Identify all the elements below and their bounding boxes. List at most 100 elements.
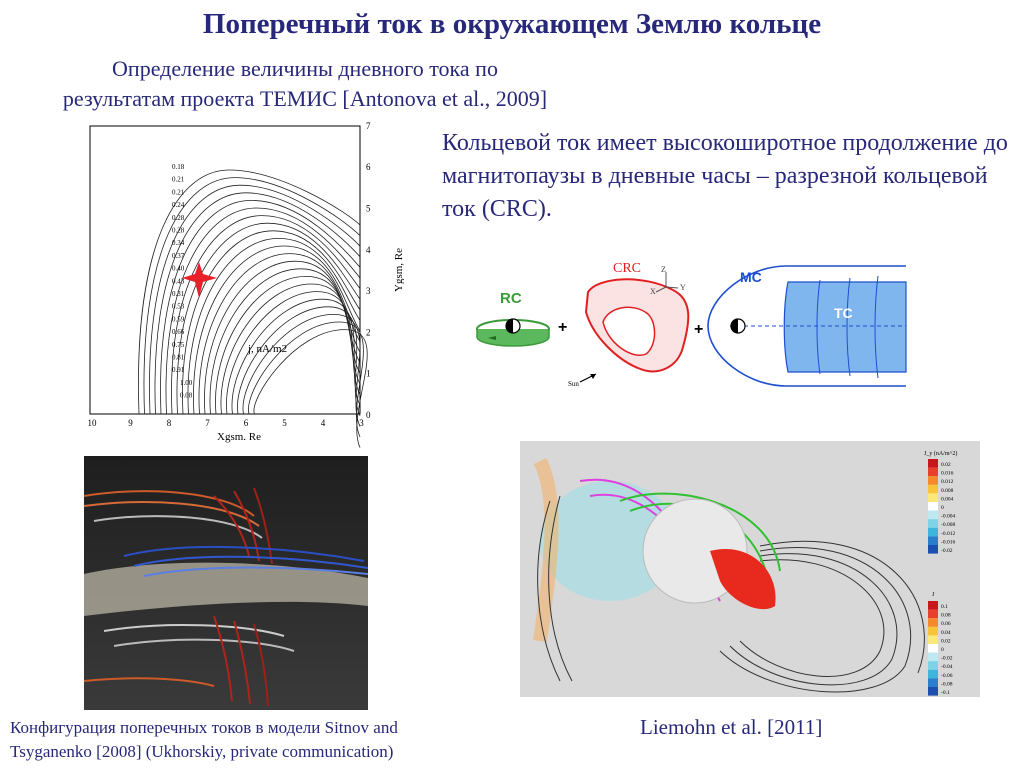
rc-label: RC (500, 290, 522, 307)
contour-line (138, 169, 361, 415)
rc-arrow-icon (488, 336, 496, 340)
contour-value-label: 0.75 (172, 341, 185, 349)
colorbar-bottom-title: J (932, 592, 935, 598)
magnetopause-boundary (707, 265, 906, 387)
x-tick-label: 10 (88, 418, 98, 428)
contour-value-label: 0.53 (172, 303, 185, 311)
subtitle-line-1: Определение величины дневного тока по (112, 56, 498, 81)
contour-value-label: 0.24 (172, 201, 185, 209)
colorbar-swatch (928, 601, 938, 610)
contour-value-label: 0.59 (172, 315, 185, 323)
colorbar-value-label: 0.004 (941, 496, 954, 502)
description-text: Кольцевой ток имеет высокоширотное продо… (442, 130, 1008, 222)
colorbar-value-label: -0.04 (941, 664, 953, 670)
y-tick-label: 6 (366, 162, 371, 172)
contour-lines (138, 169, 368, 448)
caption-right: Liemohn et al. [2011] (640, 715, 823, 739)
contour-value-label: 0.91 (172, 366, 185, 374)
colorbar-value-label: -0.02 (941, 656, 953, 662)
axis-z-label: Z (661, 265, 666, 274)
contour-value-label: 0.28 (172, 214, 185, 222)
earth-night-side-mc (731, 319, 738, 333)
y-tick-label: 2 (366, 327, 371, 337)
contour-value-label: 1.00 (180, 379, 193, 387)
colorbar-swatch (928, 626, 938, 636)
contour-value-label: 0.18 (172, 163, 185, 171)
grey-field-lines (537, 495, 925, 693)
colorbar-value-label: 0.1 (941, 604, 948, 610)
colorbar-swatch (928, 536, 938, 545)
x-tick-label: 7 (205, 418, 210, 428)
colorbar-swatch (928, 510, 938, 520)
colorbar-bottom: J 0.1 0.08 0.06 0.04 0.02 0 -0.02 -0.04 -0.06 -0.… (928, 592, 953, 696)
tc-label: TC (834, 305, 853, 321)
colorbar-value-label: 0.02 (941, 638, 951, 644)
colorbar-value-label: 0.08 (941, 613, 951, 619)
colorbar-value-label: 0 (941, 647, 944, 653)
y-tick-label: 1 (366, 369, 371, 379)
colorbar-swatch (928, 652, 938, 662)
contour-line (149, 184, 361, 415)
contour-line (154, 192, 361, 415)
red-star-marker (182, 262, 217, 298)
sun-label: Sun (568, 380, 579, 388)
contour-line (193, 245, 361, 415)
colorbar-swatch (928, 484, 938, 494)
crc-inner-hole (602, 306, 656, 356)
colorbar-top-title: J_y (nA/m^2) (924, 450, 957, 457)
x-tick-label: 3 (359, 418, 364, 428)
y-tick-label: 0 (366, 410, 371, 420)
plus-sign-1: + (558, 319, 567, 336)
subtitle: Определение величины дневного тока по ре… (10, 54, 600, 114)
contour-line (226, 291, 361, 415)
colorbar-swatch (928, 669, 938, 679)
contour-line (143, 177, 361, 415)
colorbar-value-label: 0.04 (941, 630, 951, 636)
contour-value-label: 0.31 (172, 290, 185, 298)
colorbar-swatch (928, 661, 938, 670)
plus-sign-2: + (694, 321, 703, 338)
colorbar-value-label: -0.004 (941, 514, 955, 520)
contour-line (160, 199, 361, 415)
colorbar-value-label: -0.012 (941, 531, 955, 537)
colorbar-value-label: 0.012 (941, 479, 954, 485)
colorbar-swatch (928, 687, 938, 696)
x-axis-label: Xgsm. Re (217, 431, 261, 443)
contour-line (220, 283, 361, 415)
y-tick-label: 4 (366, 245, 371, 255)
y-tick-label: 3 (366, 286, 371, 296)
colorbar-swatch (928, 519, 938, 528)
x-tick-label: 6 (244, 418, 249, 428)
axis-y-label: Y (680, 283, 686, 292)
legend-label: j, nA/m2 (247, 343, 287, 355)
y-axis-label: Ygsm, Re (393, 248, 404, 292)
contour-line (176, 222, 361, 415)
contour-value-label: 0.28 (172, 227, 185, 235)
contour-line (182, 230, 361, 415)
contour-value-label: 0.66 (172, 328, 185, 336)
contour-value-label: 0.37 (172, 252, 185, 260)
colorbar-swatch (928, 618, 938, 627)
contour-value-label: 0.34 (172, 239, 185, 247)
colorbar-value-label: -0.016 (941, 539, 955, 545)
colorbar-swatch (928, 609, 938, 619)
contour-value-label: 0.21 (172, 188, 185, 196)
contour-value-label: 0.08 (180, 392, 193, 400)
subtitle-line-2: результатам проекта ТЕМИС [Antonova et a… (62, 86, 548, 111)
colorbar-swatch (928, 644, 938, 653)
contour-plot: 0.18 0.21 0.21 0.24 0.28 0.28 0.34 0.37 0.40 0.43… (88, 122, 404, 448)
colorbar-value-label: -0.008 (941, 522, 955, 528)
contour-line (187, 237, 361, 415)
caption-left-line-1: Конфигурация поперечных токов в модели S… (10, 718, 398, 737)
tail-current-lines (816, 275, 879, 379)
colorbar-swatch (928, 545, 938, 554)
contour-value-label: 0.81 (172, 354, 185, 362)
plot-frame (89, 125, 361, 415)
colorbar-swatch (928, 678, 938, 687)
contour-line (237, 306, 361, 416)
colorbar-swatch (928, 467, 938, 477)
colorbar-value-label: 0.06 (941, 621, 951, 627)
contour-value-label: 0.40 (172, 265, 185, 273)
tail-current-region (783, 281, 907, 373)
colorbar-swatch (928, 502, 938, 511)
